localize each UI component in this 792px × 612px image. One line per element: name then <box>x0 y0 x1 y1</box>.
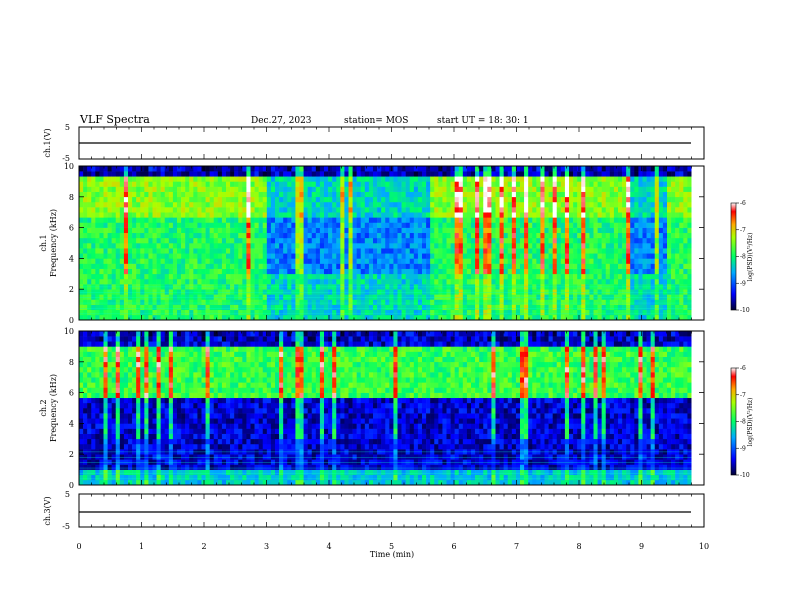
ytick-label: 8 <box>69 358 74 367</box>
colorbar-tick-label: -9 <box>740 280 746 287</box>
x-axis-label: Time (min) <box>370 550 414 559</box>
ch1-spectrogram-ylabel-freq: Frequency (kHz) <box>49 209 58 277</box>
ch2-colorbar: -6 -7 -8 -9 -10 log(PSD)(V²/Hz) <box>730 365 754 479</box>
ch1-colorbar-gradient <box>730 202 737 311</box>
ch1-ytick-bottom: -5 <box>62 154 70 163</box>
ch3-voltage-panel: 5 -5 ch.3(V) <box>43 490 705 531</box>
station-label: station= MOS <box>344 116 408 126</box>
ch3-ytick-bottom: -5 <box>62 522 70 531</box>
ch1-colorbar-ticks: -6 -7 -8 -9 -10 <box>736 200 750 314</box>
ch2-spectrogram <box>79 331 704 486</box>
ch1-spectrogram-panel: ch.1 Frequency (kHz) 0 2 4 6 8 10 <box>39 162 705 325</box>
ch2-spectrogram-panel: ch.2 Frequency (kHz) 0 2 4 6 8 10 <box>39 327 705 490</box>
ch2-spectrogram-ylabel-ch: ch.2 <box>39 399 48 416</box>
colorbar-tick-label: -6 <box>740 365 746 372</box>
ytick-label: 10 <box>64 327 74 336</box>
ch3-voltage-ylabel: ch.3(V) <box>43 496 52 525</box>
ch2-colorbar-ticks: -6 -7 -8 -9 -10 <box>736 365 750 479</box>
ch1-ytick-top: 5 <box>65 123 70 132</box>
ytick-label: 0 <box>69 481 74 490</box>
ch1-voltage-ylabel: ch.1(V) <box>43 128 52 157</box>
x-tick-label: 5 <box>389 542 394 551</box>
x-ticks <box>78 127 705 527</box>
x-tick-label: 9 <box>639 542 644 551</box>
colorbar-tick-label: -10 <box>740 472 750 479</box>
x-tick-label: 6 <box>451 542 456 551</box>
ytick-label: 8 <box>69 193 74 202</box>
ch2-colorbar-gradient <box>730 367 737 476</box>
x-tick-label: 2 <box>201 542 206 551</box>
colorbar-tick-label: -9 <box>740 445 746 452</box>
ytick-label: 0 <box>69 316 74 325</box>
colorbar-tick-label: -10 <box>740 307 750 314</box>
ytick-label: 2 <box>69 450 74 459</box>
ytick-label: 10 <box>64 162 74 171</box>
x-tick-label: 1 <box>139 542 144 551</box>
date-label: Dec.27, 2023 <box>251 116 312 126</box>
ytick-label: 2 <box>69 285 74 294</box>
start-time-label: start UT = 18: 30: 1 <box>437 116 529 126</box>
ch3-ytick-top: 5 <box>65 490 70 499</box>
ch2-yticks: 0 2 4 6 8 10 <box>64 327 704 490</box>
figure-title: VLF Spectra <box>79 113 150 126</box>
ytick-label: 6 <box>69 224 74 233</box>
x-tick-labels: 0 1 2 3 4 5 6 7 8 9 10 <box>76 542 709 551</box>
colorbar-tick-label: -6 <box>740 200 746 207</box>
colorbar-tick-label: -7 <box>740 227 746 234</box>
x-tick-label: 0 <box>76 542 81 551</box>
ch1-spectrogram <box>79 166 704 321</box>
ch1-colorbar: -6 -7 -8 -9 -10 log(PSD)(V²/Hz) <box>730 200 754 314</box>
ch1-spectrogram-ylabel-ch: ch.1 <box>39 234 48 251</box>
ch1-voltage-panel: 5 -5 ch.1(V) <box>43 123 705 163</box>
ytick-label: 4 <box>69 254 74 263</box>
colorbar-tick-label: -7 <box>740 392 746 399</box>
ch2-spectrogram-ylabel-freq: Frequency (kHz) <box>49 374 58 442</box>
ytick-label: 6 <box>69 389 74 398</box>
x-tick-label: 10 <box>699 542 709 551</box>
ch1-colorbar-label: log(PSD)(V²/Hz) <box>747 233 754 282</box>
x-tick-label: 4 <box>326 542 331 551</box>
x-tick-label: 8 <box>576 542 581 551</box>
ytick-label: 4 <box>69 419 74 428</box>
ch2-colorbar-label: log(PSD)(V²/Hz) <box>747 398 754 447</box>
ch1-yticks: 0 2 4 6 8 10 <box>64 162 704 325</box>
colorbar-tick-label: -8 <box>740 254 746 261</box>
x-tick-label: 3 <box>264 542 269 551</box>
colorbar-tick-label: -8 <box>740 419 746 426</box>
x-tick-label: 7 <box>514 542 519 551</box>
